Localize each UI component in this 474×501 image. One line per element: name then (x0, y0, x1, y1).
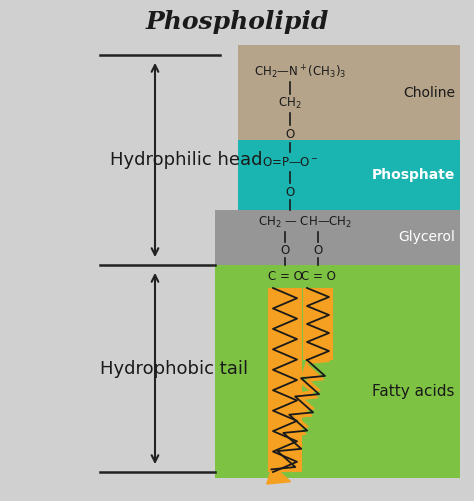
Bar (215, 210, 460, 265)
Text: O: O (285, 185, 295, 198)
Text: O: O (285, 127, 295, 140)
Text: O=P—O$^-$: O=P—O$^-$ (262, 156, 319, 169)
Bar (238, 45, 460, 140)
Text: Fatty acids: Fatty acids (373, 384, 455, 399)
Text: C = O: C = O (267, 271, 302, 284)
Text: CH$_2$—N$^+$(CH$_3$)$_3$: CH$_2$—N$^+$(CH$_3$)$_3$ (254, 63, 346, 81)
Text: O: O (313, 243, 323, 257)
Text: Hydrophobic tail: Hydrophobic tail (100, 360, 248, 377)
Text: Hydrophilic head: Hydrophilic head (110, 151, 263, 169)
Bar (238, 140, 460, 210)
Bar (268, 288, 302, 472)
Text: O: O (281, 243, 290, 257)
Text: CH$_2$: CH$_2$ (278, 96, 302, 111)
Polygon shape (267, 345, 330, 484)
Text: C = O: C = O (301, 271, 336, 284)
Bar (302, 288, 333, 360)
Text: CH$_2$ — CH—CH$_2$: CH$_2$ — CH—CH$_2$ (258, 214, 352, 229)
Text: Choline: Choline (403, 86, 455, 100)
Text: Phosphate: Phosphate (372, 168, 455, 182)
Text: Phospholipid: Phospholipid (146, 10, 328, 34)
Bar (215, 265, 460, 478)
Text: Glycerol: Glycerol (398, 230, 455, 244)
